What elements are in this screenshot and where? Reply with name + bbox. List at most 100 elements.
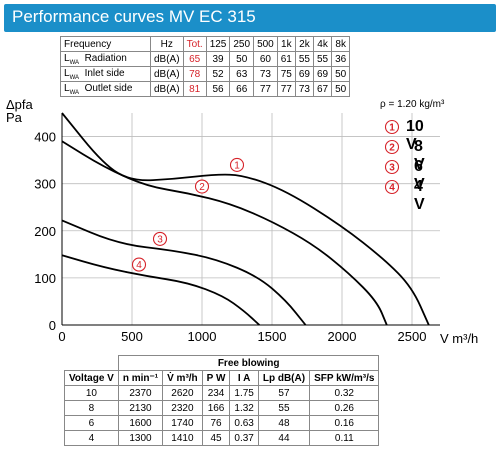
curve-marker-label: 3	[157, 234, 163, 245]
sound-power-table: Frequency Hz Tot. 125 250 500 1k 2k 4k 8…	[60, 36, 351, 97]
table-row: 4 1300 1410 45 0.37 44 0.11	[64, 430, 380, 446]
legend-label: 6 V	[414, 158, 425, 193]
x-tick-label: 2000	[328, 329, 357, 344]
table-cell: 76	[201, 415, 231, 431]
table-cell: 0.26	[309, 400, 380, 416]
table-cell: 0.32	[309, 385, 380, 401]
y-axis-label: Δpfa	[6, 97, 34, 112]
page-title: Performance curves MV EC 315	[12, 7, 256, 26]
table-cell: 50	[229, 51, 255, 67]
circled-number-icon: 1	[384, 119, 400, 135]
y-tick-label: 300	[34, 177, 56, 192]
table-cell: 0.11	[309, 430, 380, 446]
table-cell: 65	[182, 51, 207, 67]
chart-ticks: 0 500 1000 1500 2000 2500 0 100 200 300 400	[34, 130, 426, 344]
table-cell: 1410	[162, 430, 203, 446]
header-cell: 250	[229, 36, 255, 52]
table-cell: 2370	[117, 385, 164, 401]
x-tick-label: 0	[58, 329, 65, 344]
curve-marker	[229, 157, 245, 173]
table-cell: 10	[64, 385, 119, 401]
table-cell: 1600	[117, 415, 164, 431]
table-title: Free blowing	[117, 355, 380, 371]
table-cell: 69	[294, 66, 315, 82]
table-cell: 50	[331, 66, 351, 82]
table-cell: dB(A)	[150, 66, 184, 82]
table-cell: 4	[64, 430, 119, 446]
circled-number-icon: 4	[384, 179, 400, 195]
table-cell: 0.16	[309, 415, 380, 431]
curve-marker-label: 1	[234, 160, 240, 171]
legend-label: 8 V	[414, 138, 425, 173]
curve-marker-label: 2	[199, 182, 205, 193]
density-note: ρ = 1.20 kg/m³	[380, 99, 445, 110]
curve-8v	[61, 140, 388, 326]
table-cell: 57	[257, 385, 311, 401]
table-cell: 73	[253, 66, 278, 82]
table-cell: 1.75	[229, 385, 259, 401]
performance-chart: 0 500 1000 1500 2000 2500 0 100 200 300 400 1 2 3 4 Δ…	[6, 97, 478, 346]
header-cell: I A	[229, 370, 259, 386]
curve-marker	[131, 257, 147, 272]
header-cell: P W	[201, 370, 231, 386]
table-cell: 48	[257, 415, 311, 431]
table-cell: 81	[182, 81, 207, 97]
table-cell: 44	[257, 430, 311, 446]
header-cell: 4k	[312, 36, 333, 52]
table-cell: 2620	[162, 385, 203, 401]
y-tick-label: 100	[34, 271, 56, 286]
header-bar: Performance curves MV EC 315	[4, 4, 496, 32]
table-cell: 2130	[117, 400, 164, 416]
row-label: LWA Radiation	[60, 51, 151, 67]
header-cell: Lp dB(A)	[257, 370, 311, 386]
table-cell: 75	[276, 66, 296, 82]
curve-marker	[194, 179, 210, 194]
circled-number-icon: 3	[384, 159, 400, 175]
x-tick-label: 2500	[398, 329, 427, 344]
header-cell: 500	[253, 36, 278, 52]
x-tick-label: 1500	[258, 329, 287, 344]
y-tick-label: 200	[34, 224, 56, 239]
y-tick-label: 400	[34, 130, 56, 145]
header-cell: 125	[205, 36, 231, 52]
table-cell: 39	[205, 51, 231, 67]
y-tick-label: 0	[49, 318, 56, 333]
table-cell: 78	[182, 66, 207, 82]
table-row: LWA Inlet side dB(A) 78 52 63 73 75 69 6…	[60, 66, 351, 82]
free-blowing-table: Free blowing Voltage V n min⁻¹ V̇ m³/h P…	[64, 355, 380, 446]
table-cell: 67	[312, 81, 333, 97]
header-cell: Tot.	[182, 36, 207, 52]
svg-text:4: 4	[389, 183, 395, 194]
table-cell: 63	[229, 66, 255, 82]
header-cell: Voltage V	[64, 370, 119, 386]
table-cell: 2320	[162, 400, 203, 416]
curve-marker-label: 4	[136, 260, 142, 271]
header-cell: 1k	[276, 36, 296, 52]
header-cell: n min⁻¹	[117, 370, 164, 386]
table-cell: 61	[276, 51, 296, 67]
x-tick-label: 500	[121, 329, 143, 344]
table-cell: 50	[331, 81, 351, 97]
x-axis-unit: V m³/h	[440, 331, 478, 346]
header-cell: Frequency	[60, 36, 151, 52]
table-cell: 234	[201, 385, 231, 401]
row-label: LWA Inlet side	[60, 66, 151, 82]
curve-4v	[61, 254, 261, 326]
table-cell: 55	[257, 400, 311, 416]
table-row: 6 1600 1740 76 0.63 48 0.16	[64, 415, 380, 431]
curve-marker	[152, 231, 168, 246]
table-cell: 55	[294, 51, 315, 67]
header-cell: 2k	[294, 36, 315, 52]
curve-6v	[61, 219, 307, 326]
table-cell: 60	[253, 51, 278, 67]
table-cell: 1740	[162, 415, 203, 431]
header-cell: SFP kW/m³/s	[309, 370, 380, 386]
table-cell: dB(A)	[150, 51, 184, 67]
chart-markers: 1 2 3 4	[131, 157, 245, 272]
table-cell: 36	[331, 51, 351, 67]
x-tick-label: 1000	[188, 329, 217, 344]
table-cell: 6	[64, 415, 119, 431]
row-label: LWA Outlet side	[60, 81, 151, 97]
table-cell: 0.63	[229, 415, 259, 431]
table-header-row: Frequency Hz Tot. 125 250 500 1k 2k 4k 8…	[60, 36, 351, 52]
